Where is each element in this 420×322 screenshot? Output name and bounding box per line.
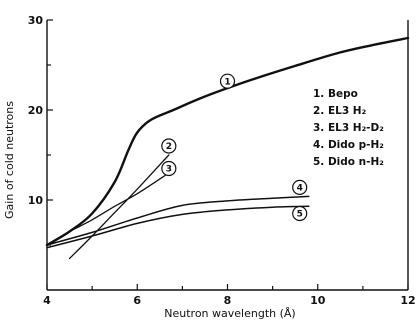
series-marker-3: 3	[161, 160, 177, 177]
legend-entry-2: 2. EL3 H₂	[313, 105, 367, 117]
series-line-4	[46, 195, 310, 246]
marker-circle	[292, 205, 308, 222]
series-marker-4: 4	[292, 179, 308, 195]
y-tick-label: 20	[28, 104, 44, 117]
x-tick-label: 4	[43, 294, 51, 307]
series-marker-2: 2	[161, 138, 177, 154]
marker-label: 2	[166, 142, 172, 152]
marker-circle	[292, 179, 308, 195]
legend-layer: 1. Bepo 2. EL3 H₂ 3. EL3 H₂-D₂ 4. Dido p-H₂…	[313, 88, 384, 168]
x-tick-label: 8	[224, 294, 232, 307]
y-tick-label: 10	[28, 194, 44, 207]
series-marker-5: 5	[292, 205, 308, 222]
legend-entry-4: 4. Dido p-H₂	[313, 139, 384, 151]
series-line-3	[68, 172, 170, 233]
legend-entry-5: 5. Dido n-H₂	[313, 156, 384, 168]
y-tick-label: 30	[28, 14, 44, 27]
x-axis-label: Neutron wavelength (Å)	[164, 307, 295, 320]
x-tick-label: 12	[400, 294, 415, 307]
series-line-2	[68, 154, 170, 260]
marker-circle	[161, 138, 177, 154]
series-line-1	[45, 36, 410, 247]
marker-circle	[219, 73, 236, 89]
y-axis-label: Gain of cold neutrons	[3, 101, 16, 219]
marker-label: 3	[166, 165, 172, 175]
markers-layer: 1 2 3 4 5	[161, 73, 308, 222]
legend-entry-1: 1. Bepo	[313, 88, 358, 100]
marker-circle	[161, 160, 177, 177]
marker-label: 4	[297, 184, 303, 194]
x-tick-label: 6	[133, 294, 141, 307]
series-marker-1: 1	[219, 73, 236, 89]
marker-label: 5	[297, 210, 303, 220]
series-line-5	[46, 205, 310, 249]
marker-label: 1	[224, 77, 230, 87]
x-tick-label: 10	[310, 294, 326, 307]
legend-entry-3: 3. EL3 H₂-D₂	[313, 122, 384, 134]
curves-layer	[45, 36, 410, 260]
